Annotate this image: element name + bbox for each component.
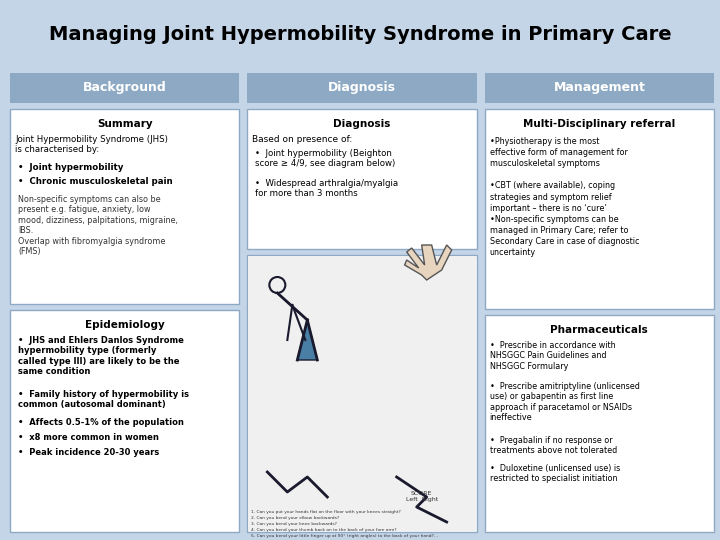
FancyBboxPatch shape [248,109,477,249]
FancyBboxPatch shape [248,73,477,103]
Text: Background: Background [83,82,166,94]
FancyBboxPatch shape [248,255,477,532]
Text: •  Pregabalin if no response or
treatments above not tolerated: • Pregabalin if no response or treatment… [490,436,617,455]
Text: 3. Can you bend your knee backwards?: 3. Can you bend your knee backwards? [251,522,338,526]
FancyBboxPatch shape [485,109,714,309]
FancyBboxPatch shape [10,310,239,532]
Text: Epidemiology: Epidemiology [85,320,165,330]
Text: Diagnosis: Diagnosis [333,119,391,129]
Text: 4. Can you bend your thumb back on to the back of your fore arm?: 4. Can you bend your thumb back on to th… [251,528,397,532]
Text: Summary: Summary [97,119,153,129]
Text: •  Affects 0.5-1% of the population: • Affects 0.5-1% of the population [18,418,184,427]
Text: Management: Management [554,82,645,94]
Text: •  Chronic musculoskeletal pain: • Chronic musculoskeletal pain [18,177,173,186]
Polygon shape [277,293,318,360]
Text: •  Joint hypermobility: • Joint hypermobility [18,163,123,172]
FancyBboxPatch shape [248,256,476,531]
Text: •  x8 more common in women: • x8 more common in women [18,433,159,442]
FancyBboxPatch shape [485,73,714,103]
Text: SCORE
Left  Right: SCORE Left Right [405,491,438,502]
Text: •  Peak incidence 20-30 years: • Peak incidence 20-30 years [18,448,159,457]
Text: Multi-Disciplinary referral: Multi-Disciplinary referral [523,119,675,129]
FancyBboxPatch shape [485,315,714,532]
Text: Diagnosis: Diagnosis [328,82,396,94]
Text: •Physiotherapy is the most
effective form of management for
musculoskeletal symp: •Physiotherapy is the most effective for… [490,137,639,257]
Text: Managing Joint Hypermobility Syndrome in Primary Care: Managing Joint Hypermobility Syndrome in… [49,25,671,44]
Text: •  Prescribe in accordance with
NHSGGC Pain Guidelines and
NHSGGC Formulary: • Prescribe in accordance with NHSGGC Pa… [490,341,616,371]
Text: •  Duloxetine (unlicensed use) is
restricted to specialist initiation: • Duloxetine (unlicensed use) is restric… [490,464,620,483]
Text: •  Family history of hypermobility is
common (autosomal dominant): • Family history of hypermobility is com… [18,390,189,409]
Text: •  JHS and Ehlers Danlos Syndrome
hypermobility type (formerly
called type III) : • JHS and Ehlers Danlos Syndrome hypermo… [18,336,184,376]
Text: Joint Hypermobility Syndrome (JHS)
is characterised by:: Joint Hypermobility Syndrome (JHS) is ch… [15,135,168,154]
Text: 5. Can you bend your little finger up at 90° (right angles) to the back of your : 5. Can you bend your little finger up at… [251,534,438,538]
FancyBboxPatch shape [10,73,239,103]
Polygon shape [405,245,451,280]
Text: Based on presence of:: Based on presence of: [252,135,353,144]
Text: 1. Can you put your hands flat on the floor with your knees straight?: 1. Can you put your hands flat on the fl… [251,510,401,514]
FancyBboxPatch shape [10,109,239,304]
Text: 2. Can you bend your elbow backwards?: 2. Can you bend your elbow backwards? [251,516,340,520]
FancyBboxPatch shape [8,5,712,65]
Text: Pharmaceuticals: Pharmaceuticals [551,325,648,335]
Text: •  Widespread arthralgia/myalgia
for more than 3 months: • Widespread arthralgia/myalgia for more… [256,179,398,198]
Text: •  Prescribe amitriptyline (unlicensed
use) or gabapentin as first line
approach: • Prescribe amitriptyline (unlicensed us… [490,382,639,422]
Text: •  Joint hypermobility (Beighton
score ≥ 4/9, see diagram below): • Joint hypermobility (Beighton score ≥ … [256,149,395,168]
Text: Non-specific symptoms can also be
present e.g. fatigue, anxiety, low
mood, dizzi: Non-specific symptoms can also be presen… [18,195,178,256]
